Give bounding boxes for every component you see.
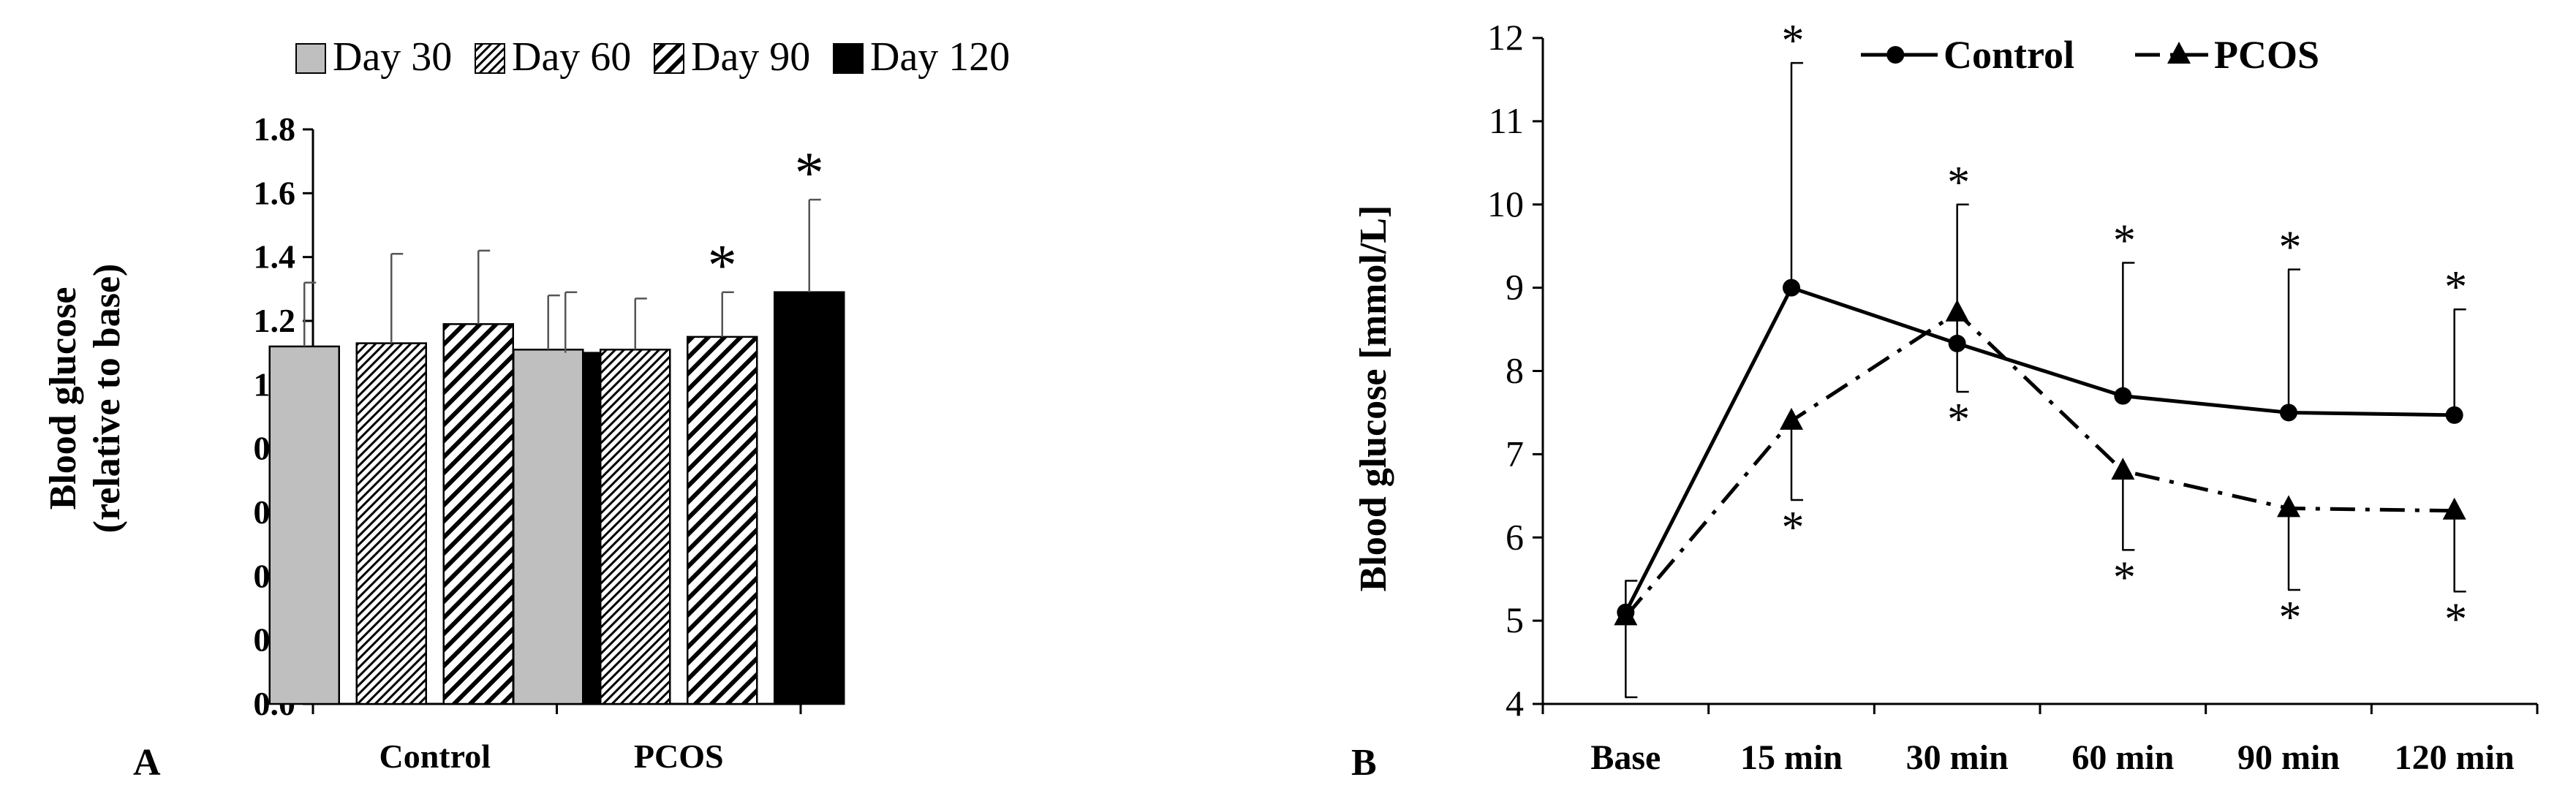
significance-star-pcos-15-min: *	[1782, 503, 1805, 553]
panel-a-y-tick-label: 1.8	[254, 110, 296, 148]
bar-pcos-day-120	[774, 291, 845, 705]
panel-a-x-tick-labels: Control PCOS	[379, 738, 724, 775]
panel-b-y-tick-label: 5	[1506, 599, 1524, 640]
series-line-pcos	[1624, 310, 2455, 618]
significance-star-pcos-30-min: *	[1947, 395, 1970, 444]
legend-swatch-day-90	[654, 43, 684, 74]
significance-star-pcos-day-90: *	[708, 234, 737, 298]
panel-b-y-tick-label: 12	[1487, 17, 1524, 58]
significance-star-control-90-min: *	[2279, 223, 2302, 273]
legend-swatch-day-120	[833, 43, 864, 74]
marker-pcos-base	[1614, 603, 1638, 626]
panel-a-y-tick-label: 1.2	[254, 302, 296, 339]
panel-b-y-tick-label: 7	[1506, 433, 1524, 474]
marker-control-60-min	[2114, 387, 2132, 405]
panel-b-y-tick-label: 4	[1506, 683, 1524, 724]
legend-marker-pcos	[2167, 42, 2191, 64]
panel-a-error-bars	[303, 198, 821, 353]
significance-star-pcos-60-min: *	[2113, 553, 2136, 602]
panel-b-y-tick-label: 10	[1487, 183, 1524, 224]
panel-a-significance-markers: **	[708, 141, 824, 298]
panel-b-x-tick-label-15-min: 15 min	[1740, 738, 1843, 777]
series-line-control	[1624, 285, 2455, 613]
marker-pcos-30-min	[1945, 299, 1969, 322]
bar-pcos-day-90	[687, 336, 758, 705]
panel-b-significance-markers: * * * * * * * * * *	[1782, 16, 2468, 644]
bar-pcos-day-60	[600, 349, 671, 705]
panel-a-legend: Day 30 Day 60 Day 90 Day 120	[295, 34, 1010, 80]
panel-b-x-tick-label-90-min: 90 min	[2237, 738, 2340, 777]
panel-a-y-axis-label: Blood glucose (relative to base)	[42, 264, 128, 534]
legend-item-day-60: Day 60	[475, 34, 631, 80]
marker-control-30-min	[1948, 334, 1966, 352]
marker-pcos-60-min	[2111, 458, 2135, 480]
panel-b-series-lines	[1624, 285, 2455, 618]
panel-b-x-tick-label-base: Base	[1590, 738, 1661, 777]
legend-item-day-90: Day 90	[654, 34, 810, 80]
bar-control-day-60	[355, 342, 427, 705]
bar-control-day-90	[442, 323, 514, 705]
panel-b-y-axis-label: Blood glucose [mmol/L]	[1353, 205, 1394, 592]
significance-star-control-30-min: *	[1947, 158, 1970, 208]
panel-b-y-tick-label: 9	[1506, 267, 1524, 308]
panel-b-line-chart: Control PCOS Blood glucose [mmol/L] 4 5 6 7 8…	[1351, 16, 2539, 784]
marker-pcos-90-min	[2277, 495, 2300, 518]
significance-star-pcos-90-min: *	[2279, 593, 2302, 643]
panel-a-y-tick-label: 1.6	[254, 174, 296, 211]
panel-a-x-tick-label-pcos: PCOS	[634, 738, 724, 775]
panel-b-y-tick-label: 6	[1506, 516, 1524, 557]
legend-label-day-30: Day 30	[333, 34, 452, 80]
significance-star-control-120-min: *	[2444, 262, 2467, 312]
marker-control-15-min	[1783, 279, 1800, 297]
panel-b-y-tick-label: 11	[1489, 100, 1524, 141]
panel-b-x-tick-label-120-min: 120 min	[2395, 738, 2515, 777]
legend-label-pcos: PCOS	[2214, 33, 2319, 77]
panel-b-x-tick-labels: Base 15 min 30 min 60 min 90 min 120 min	[1590, 738, 2514, 777]
panel-a-label: A	[133, 742, 161, 784]
significance-star-pcos-120-min: *	[2444, 594, 2467, 644]
panel-b-legend: Control PCOS	[1861, 33, 2319, 77]
legend-item-pcos: PCOS	[2135, 33, 2319, 77]
significance-star-control-60-min: *	[2113, 216, 2136, 265]
legend-item-control: Control	[1861, 33, 2074, 77]
legend-item-day-120: Day 120	[833, 34, 1010, 80]
legend-label-control: Control	[1944, 33, 2074, 77]
marker-control-90-min	[2280, 404, 2297, 422]
panel-a-bar-chart: Day 30 Day 60 Day 90 Day 120 Blood glucose …	[42, 34, 1010, 784]
panel-a-bars	[268, 291, 845, 705]
panel-b-y-tick-label: 8	[1506, 350, 1524, 391]
panel-b-x-tick-label-30-min: 30 min	[1906, 738, 2009, 777]
panel-a-y-axis-label-line2: (relative to base)	[86, 264, 128, 534]
legend-label-day-120: Day 120	[870, 34, 1010, 80]
legend-marker-control	[1886, 46, 1905, 64]
panel-a-y-axis-label-line1: Blood glucose	[42, 287, 84, 510]
marker-pcos-15-min	[1780, 407, 1803, 430]
panel-b-markers	[1614, 279, 2466, 626]
bar-control-day-30	[268, 345, 340, 705]
panel-a-x-tick-label-control: Control	[379, 738, 491, 775]
legend-swatch-day-60	[475, 43, 505, 74]
bar-pcos-day-30	[513, 349, 584, 705]
significance-star-pcos-day-120: *	[795, 141, 824, 205]
marker-pcos-120-min	[2442, 497, 2466, 520]
marker-control-120-min	[2445, 406, 2463, 424]
panel-b-label: B	[1351, 742, 1377, 784]
panel-b-axes: 4 5 6 7 8 9 10 11 12	[1487, 17, 2539, 724]
panel-b-error-bars	[1625, 61, 2466, 699]
panel-a-y-tick-label: 1.4	[254, 238, 296, 276]
legend-label-day-90: Day 90	[691, 34, 810, 80]
legend-label-day-60: Day 60	[512, 34, 631, 80]
significance-star-control-15-min: *	[1782, 16, 1805, 66]
legend-swatch-day-30	[295, 43, 326, 74]
panel-b-x-tick-label-60-min: 60 min	[2071, 738, 2174, 777]
legend-item-day-30: Day 30	[295, 34, 452, 80]
